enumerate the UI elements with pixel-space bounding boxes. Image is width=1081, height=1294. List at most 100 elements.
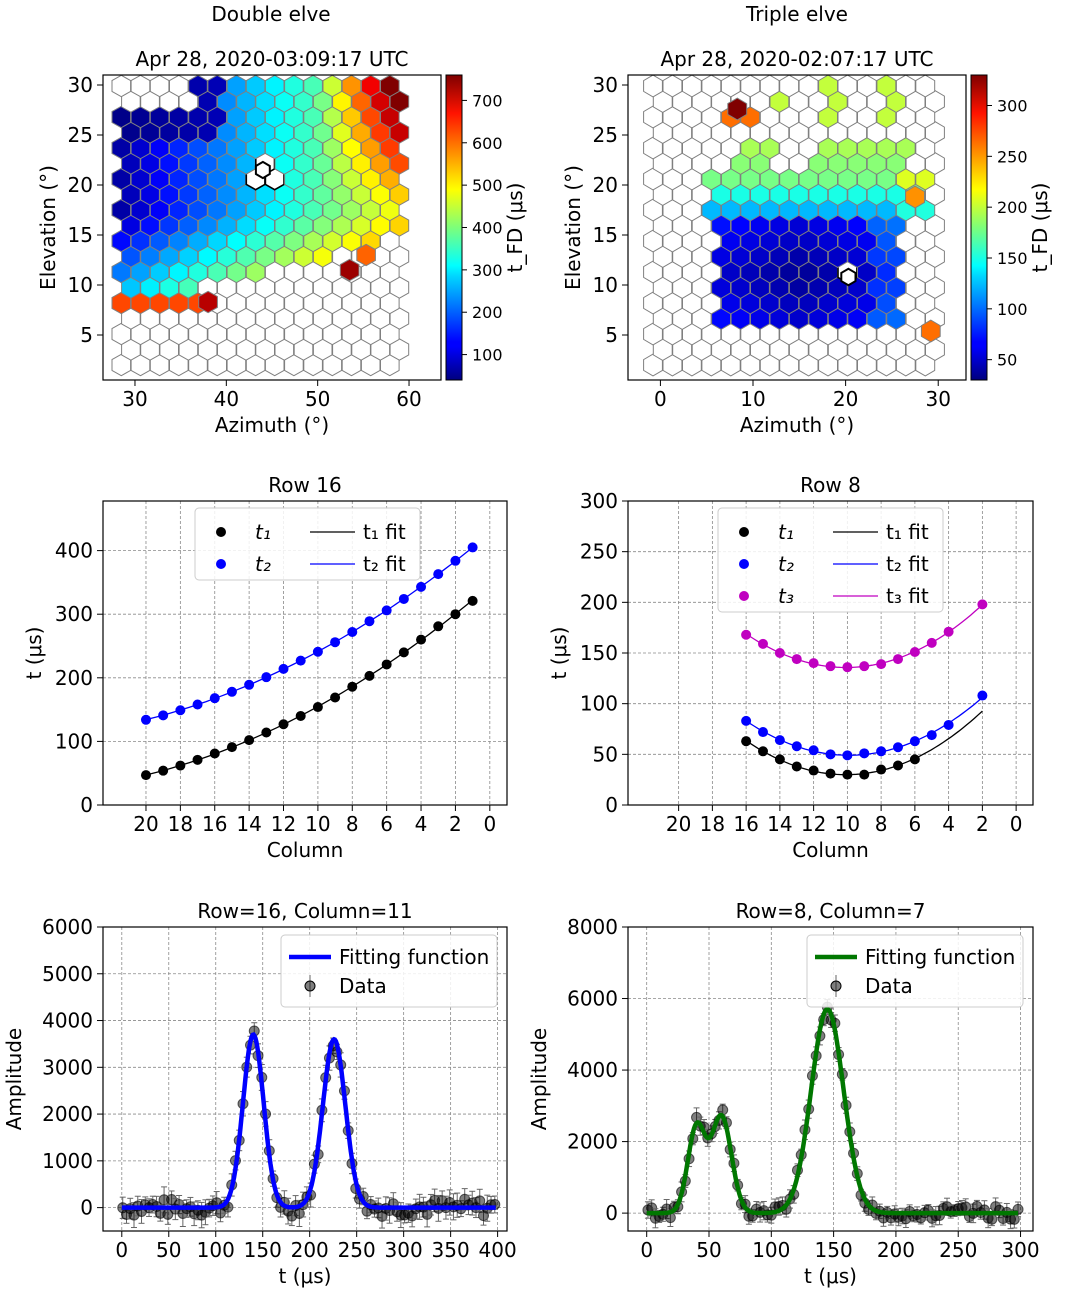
map_right-pixel-hex bbox=[876, 74, 897, 98]
row16-t1-point bbox=[209, 748, 220, 759]
wave_right-title: Row=8, Column=7 bbox=[736, 899, 926, 923]
row8-t2-point bbox=[825, 749, 836, 760]
row16-legend-marker-t1 bbox=[216, 527, 226, 537]
row16-t2-point bbox=[450, 555, 461, 566]
row8-t2-point bbox=[926, 730, 937, 741]
row16-ytick-label: 0 bbox=[80, 793, 93, 817]
row16-t2-point bbox=[467, 542, 478, 553]
map_right-title: Apr 28, 2020-02:07:17 UTC bbox=[660, 47, 933, 71]
row8-xtick-label: 2 bbox=[976, 812, 989, 836]
row16-t2-point bbox=[433, 569, 444, 580]
row16-legend-fit-label-t1: t₁ fit bbox=[363, 520, 406, 544]
wave_left-xtick-label: 200 bbox=[291, 1238, 329, 1262]
map_left-colorbar-tick-label: 400 bbox=[472, 219, 503, 238]
map_right-ytick-label: 15 bbox=[593, 223, 618, 247]
row16-t2-point bbox=[140, 714, 151, 725]
row8-t1-point bbox=[842, 769, 853, 780]
row16-ytick-label: 400 bbox=[55, 539, 93, 563]
wave_right-xtick-label: 100 bbox=[752, 1238, 790, 1262]
map_left-ytick-label: 10 bbox=[68, 273, 93, 297]
map_right-colorbar-tick-label: 50 bbox=[997, 351, 1017, 370]
row16-axes-frame bbox=[102, 500, 508, 806]
map_left-xtick-label: 40 bbox=[214, 387, 239, 411]
row8-ytick-label: 50 bbox=[593, 742, 618, 766]
row8-t3-point bbox=[741, 629, 752, 640]
map_left-pixel-hex bbox=[149, 74, 170, 98]
map_right-xtick-label: 10 bbox=[740, 387, 765, 411]
map_left-colorbar-tick-label: 300 bbox=[472, 261, 503, 280]
map_right-pixel-hex bbox=[798, 74, 819, 98]
wave_left-ytick-label: 2000 bbox=[42, 1102, 93, 1126]
map_left-colorbar-tick-label: 200 bbox=[472, 303, 503, 322]
map_left-hot-pixel bbox=[339, 258, 360, 282]
row8-t1-point bbox=[774, 754, 785, 765]
row16-xtick-label: 12 bbox=[271, 812, 296, 836]
row8-t2-point bbox=[859, 748, 870, 759]
row8-ytick-label: 300 bbox=[580, 489, 618, 513]
row16-t1-point bbox=[364, 670, 375, 681]
row16-xtick-label: 2 bbox=[449, 812, 462, 836]
wave_left-ylabel: Amplitude bbox=[2, 1028, 26, 1131]
row16-t2-point bbox=[416, 581, 427, 592]
row16-xlabel: Column bbox=[267, 838, 344, 862]
row16-t1-point bbox=[381, 659, 392, 670]
row16-t2-point bbox=[158, 710, 169, 721]
map_right-hot-pixel bbox=[905, 185, 925, 209]
row8-t2-point bbox=[774, 735, 785, 746]
map_left-pixel-hex bbox=[264, 74, 285, 98]
map_left-ylabel: Elevation (°) bbox=[36, 165, 60, 290]
row8-xtick-label: 8 bbox=[875, 812, 888, 836]
row16-t1-point bbox=[467, 595, 478, 606]
row16-ytick-label: 200 bbox=[55, 666, 93, 690]
row8-t2-point bbox=[842, 750, 853, 761]
map_left-pixel-hex bbox=[360, 74, 381, 98]
row16-t1-point bbox=[175, 760, 186, 771]
map_left-hot-pixel bbox=[198, 290, 218, 314]
row8-t3-point bbox=[977, 599, 988, 610]
wave_left-fit-curve bbox=[121, 1031, 496, 1210]
map_left-colorbar-tick-label: 500 bbox=[472, 176, 503, 195]
wave_left-xtick-label: 0 bbox=[115, 1238, 128, 1262]
wave_left-xtick-label: 300 bbox=[385, 1238, 423, 1262]
map_right-hot-pixel bbox=[920, 319, 941, 343]
map_right-colorbar-label: t_FD (μs) bbox=[1028, 183, 1052, 273]
row16-t1-point bbox=[158, 765, 169, 776]
row8-t1-point bbox=[791, 761, 802, 772]
row16-t2-point bbox=[312, 646, 323, 657]
row16-t2-point bbox=[244, 679, 255, 690]
map_left-title: Apr 28, 2020-03:09:17 UTC bbox=[135, 47, 408, 71]
row16-xtick-label: 14 bbox=[236, 812, 261, 836]
map_left-ytick-label: 5 bbox=[80, 323, 93, 347]
row8-t2-point bbox=[909, 736, 920, 747]
row8-legend-box bbox=[717, 507, 944, 613]
row8-t3-point bbox=[774, 648, 785, 658]
map_left-xtick-label: 60 bbox=[396, 387, 421, 411]
row8-t2-point bbox=[741, 715, 752, 726]
map_left-colorbar-tick-label: 100 bbox=[472, 346, 503, 365]
row16-xtick-label: 18 bbox=[168, 812, 193, 836]
row16-t1-point bbox=[450, 609, 461, 620]
row16-t2-point bbox=[192, 699, 203, 710]
map_right-pixel-hex bbox=[759, 74, 780, 98]
wave_left-legend-fit-label: Fitting function bbox=[339, 945, 489, 969]
map_left-colorbar-label: t_FD (μs) bbox=[503, 183, 527, 273]
row16-t2-point bbox=[261, 672, 272, 683]
row16-xtick-label: 0 bbox=[483, 812, 496, 836]
row8-ytick-label: 250 bbox=[580, 540, 618, 564]
row8-t2-point bbox=[893, 742, 903, 753]
row16-t1-point bbox=[140, 770, 151, 781]
row8-legend-marker-t2 bbox=[739, 559, 749, 569]
row8-title: Row 8 bbox=[800, 473, 861, 497]
wave_left-ytick-label: 3000 bbox=[42, 1055, 93, 1079]
row8-t3-point bbox=[893, 654, 903, 665]
row16-legend-marker-t2 bbox=[216, 559, 226, 569]
wave_right-legend-box bbox=[806, 934, 1024, 1008]
row16-t1-point bbox=[192, 754, 203, 765]
map_right-colorbar bbox=[970, 74, 988, 381]
map_right-ytick-label: 10 bbox=[593, 273, 618, 297]
map_right-xtick-label: 0 bbox=[654, 387, 667, 411]
wave_right-legend-fit-label: Fitting function bbox=[865, 945, 1015, 969]
row16-t1-point bbox=[416, 634, 427, 645]
wave_right-xtick-label: 200 bbox=[877, 1238, 915, 1262]
row8-t2-point bbox=[791, 741, 802, 752]
